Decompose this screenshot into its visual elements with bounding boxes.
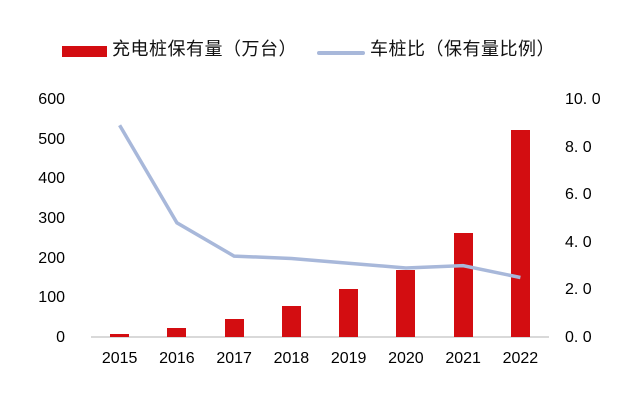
y-tick: 400	[38, 170, 65, 188]
x-tick-2016: 2016	[159, 350, 195, 367]
legend-bar-label: 充电桩保有量（万台）	[112, 39, 297, 59]
y-tick: 0. 0	[565, 329, 592, 346]
x-tick-2021: 2021	[445, 350, 481, 367]
bar-2021	[453, 233, 473, 337]
ratio-line-series	[118, 124, 521, 280]
bar-2016	[167, 328, 187, 337]
x-tick-2019: 2019	[330, 350, 367, 367]
y-tick: 600	[38, 91, 65, 108]
bar-2017	[224, 319, 244, 337]
y-tick: 500	[38, 130, 65, 148]
x-axis-labels: 2015 2016 2017 2018 2019 2020 2021 2022	[91, 349, 549, 369]
y-tick: 4. 0	[565, 233, 592, 251]
y-tick: 2. 0	[565, 281, 592, 299]
y-tick: 100	[38, 289, 65, 307]
legend-line-swatch	[317, 51, 365, 55]
y-tick: 0	[56, 329, 65, 346]
y-tick: 10. 0	[565, 91, 601, 108]
bar-2022	[510, 130, 530, 337]
x-tick-2015: 2015	[101, 350, 138, 367]
plot-area	[91, 99, 549, 338]
y-axis-left: 600 500 400 300 200 100 0	[0, 91, 66, 346]
x-tick-2018: 2018	[273, 350, 310, 367]
x-tick-2017: 2017	[216, 350, 252, 367]
bar-2018	[281, 306, 301, 337]
x-tick-2020: 2020	[388, 350, 424, 367]
y-tick: 6. 0	[565, 186, 592, 204]
y-axis-right: 10. 0 8. 0 6. 0 4. 0 2. 0 0. 0	[565, 91, 634, 346]
bar-2020	[396, 270, 416, 337]
y-tick: 200	[38, 249, 65, 267]
legend-bar-swatch	[62, 46, 107, 57]
bar-2019	[339, 288, 359, 337]
y-tick: 300	[38, 210, 65, 227]
bar-2015	[110, 334, 130, 337]
ratio-line-path	[118, 124, 521, 280]
y-tick: 8. 0	[565, 138, 592, 156]
x-axis-line	[91, 336, 549, 338]
legend-line-label: 车桩比（保有量比例）	[370, 39, 555, 59]
x-tick-2022: 2022	[502, 350, 539, 367]
